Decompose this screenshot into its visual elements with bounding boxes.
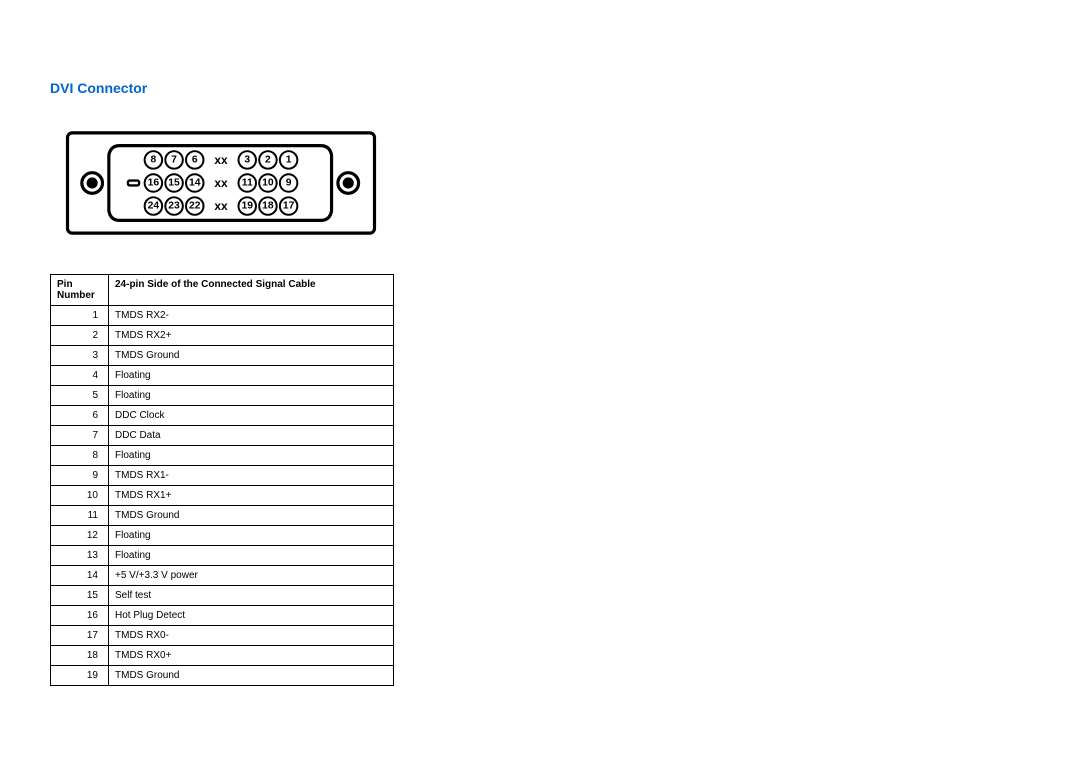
- table-row: 10TMDS RX1+: [51, 486, 394, 506]
- table-row: 18TMDS RX0+: [51, 646, 394, 666]
- table-row: 16Hot Plug Detect: [51, 606, 394, 626]
- cell-signal: +5 V/+3.3 V power: [109, 566, 394, 586]
- cell-signal: Floating: [109, 366, 394, 386]
- cell-pin-number: 8: [51, 446, 109, 466]
- svg-text:11: 11: [242, 178, 253, 189]
- cell-signal: TMDS Ground: [109, 666, 394, 686]
- table-row: 6DDC Clock: [51, 406, 394, 426]
- svg-text:10: 10: [262, 178, 274, 189]
- svg-text:15: 15: [168, 178, 180, 189]
- svg-text:2: 2: [265, 154, 271, 165]
- table-row: 1TMDS RX2-: [51, 306, 394, 326]
- table-row: 3TMDS Ground: [51, 346, 394, 366]
- table-row: 8Floating: [51, 446, 394, 466]
- cell-signal: DDC Clock: [109, 406, 394, 426]
- cell-signal: Floating: [109, 446, 394, 466]
- cell-pin-number: 12: [51, 526, 109, 546]
- cell-pin-number: 7: [51, 426, 109, 446]
- table-row: 14+5 V/+3.3 V power: [51, 566, 394, 586]
- cell-pin-number: 3: [51, 346, 109, 366]
- cell-signal: TMDS RX2+: [109, 326, 394, 346]
- svg-text:7: 7: [171, 154, 177, 165]
- col-header-signal: 24-pin Side of the Connected Signal Cabl…: [109, 275, 394, 306]
- cell-signal: Floating: [109, 546, 394, 566]
- cell-pin-number: 2: [51, 326, 109, 346]
- table-row: 13Floating: [51, 546, 394, 566]
- svg-text:14: 14: [189, 178, 201, 189]
- table-row: 17TMDS RX0-: [51, 626, 394, 646]
- table-row: 11TMDS Ground: [51, 506, 394, 526]
- cell-signal: TMDS RX0+: [109, 646, 394, 666]
- svg-text:18: 18: [262, 201, 274, 212]
- svg-text:23: 23: [168, 201, 180, 212]
- table-row: 9TMDS RX1-: [51, 466, 394, 486]
- cell-pin-number: 6: [51, 406, 109, 426]
- cell-signal: TMDS RX0-: [109, 626, 394, 646]
- cell-signal: TMDS RX1-: [109, 466, 394, 486]
- cell-pin-number: 19: [51, 666, 109, 686]
- cell-signal: Floating: [109, 386, 394, 406]
- svg-text:8: 8: [151, 154, 157, 165]
- cell-signal: TMDS RX1+: [109, 486, 394, 506]
- svg-text:9: 9: [286, 178, 292, 189]
- cell-signal: TMDS Ground: [109, 506, 394, 526]
- table-row: 19TMDS Ground: [51, 666, 394, 686]
- cell-pin-number: 10: [51, 486, 109, 506]
- cell-pin-number: 13: [51, 546, 109, 566]
- svg-text:6: 6: [192, 154, 198, 165]
- table-row: 5Floating: [51, 386, 394, 406]
- cell-pin-number: 5: [51, 386, 109, 406]
- cell-signal: Hot Plug Detect: [109, 606, 394, 626]
- cell-signal: TMDS Ground: [109, 346, 394, 366]
- cell-pin-number: 14: [51, 566, 109, 586]
- cell-pin-number: 9: [51, 466, 109, 486]
- cell-pin-number: 1: [51, 306, 109, 326]
- cell-pin-number: 16: [51, 606, 109, 626]
- cell-pin-number: 18: [51, 646, 109, 666]
- svg-text:22: 22: [189, 201, 201, 212]
- section-title: DVI Connector: [50, 80, 1080, 96]
- svg-text:xx: xx: [214, 153, 228, 167]
- dvi-connector-diagram: 8 7 6 xx 3 2 1 16 15 14 xx 11 10 9 24 23 22 xx 19 18 17: [50, 108, 392, 258]
- svg-text:xx: xx: [214, 176, 228, 190]
- svg-text:1: 1: [286, 154, 292, 165]
- svg-text:16: 16: [148, 178, 160, 189]
- pinout-table: Pin Number 24-pin Side of the Connected …: [50, 274, 394, 686]
- table-header-row: Pin Number 24-pin Side of the Connected …: [51, 275, 394, 306]
- svg-text:17: 17: [283, 201, 295, 212]
- col-header-pin-number: Pin Number: [51, 275, 109, 306]
- svg-text:3: 3: [244, 154, 250, 165]
- table-row: 7DDC Data: [51, 426, 394, 446]
- cell-pin-number: 11: [51, 506, 109, 526]
- cell-pin-number: 17: [51, 626, 109, 646]
- svg-text:xx: xx: [214, 199, 228, 213]
- cell-signal: TMDS RX2-: [109, 306, 394, 326]
- cell-signal: DDC Data: [109, 426, 394, 446]
- table-row: 12Floating: [51, 526, 394, 546]
- cell-pin-number: 4: [51, 366, 109, 386]
- svg-text:24: 24: [148, 201, 160, 212]
- cell-pin-number: 15: [51, 586, 109, 606]
- table-row: 2TMDS RX2+: [51, 326, 394, 346]
- cell-signal: Self test: [109, 586, 394, 606]
- svg-text:19: 19: [241, 201, 253, 212]
- table-row: 4Floating: [51, 366, 394, 386]
- table-row: 15Self test: [51, 586, 394, 606]
- cell-signal: Floating: [109, 526, 394, 546]
